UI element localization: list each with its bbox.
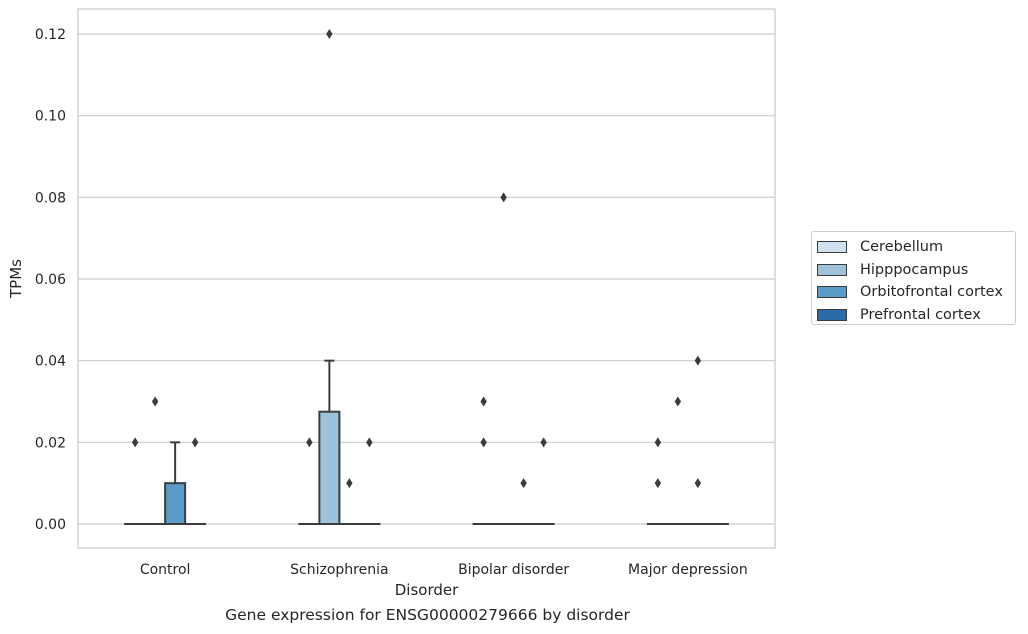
y-tick-labels: 0.00 0.02 0.04 0.06 0.08 0.10 0.12 — [35, 27, 66, 533]
outlier-point — [480, 396, 487, 407]
y-tick-label: 0.00 — [35, 517, 66, 533]
box-group — [358, 437, 381, 526]
x-tick-label: Schizophrenia — [290, 562, 388, 578]
box-group — [666, 396, 689, 526]
x-tick-label: Major depression — [628, 562, 748, 578]
legend-swatch — [817, 263, 847, 276]
legend-label: Prefrontal cortex — [860, 307, 981, 324]
legend-swatch — [817, 286, 847, 299]
outlier-point — [346, 478, 353, 489]
x-tick-labels: Control Schizophrenia Bipolar disorder Majo… — [140, 562, 748, 578]
box-group — [472, 396, 495, 526]
figure-caption: Gene expression for ENSG00000279666 by d… — [225, 606, 630, 624]
legend-item: Orbitofrontal cortex — [817, 281, 1015, 304]
outlier-point — [694, 355, 702, 366]
box-layer — [124, 29, 729, 526]
legend-label: Orbitofrontal cortex — [860, 284, 1003, 301]
legend: Cerebellum Hipppocampus Orbitofrontal co… — [811, 231, 1016, 325]
legend-item: Hipppocampus — [817, 259, 1015, 282]
outlier-point — [131, 437, 139, 448]
box-group — [298, 437, 321, 526]
box-group — [686, 355, 709, 526]
box-body — [164, 482, 187, 525]
box-body — [318, 410, 341, 526]
box-group — [338, 478, 361, 526]
outlier-point — [654, 437, 662, 448]
outlier-point — [306, 437, 313, 448]
y-axis-title: TPMs — [7, 259, 25, 299]
legend-label: Cerebellum — [860, 239, 944, 256]
outlier-point — [500, 192, 507, 203]
y-gridlines — [78, 33, 775, 525]
outlier-point — [480, 437, 487, 448]
plot-frame — [77, 8, 776, 549]
outlier-point — [520, 478, 527, 489]
x-tick-label: Control — [140, 562, 191, 578]
y-tick-label: 0.08 — [35, 190, 66, 206]
y-tick-label: 0.02 — [35, 435, 66, 451]
outlier-point — [694, 478, 702, 489]
box-group — [532, 437, 555, 526]
box-group — [512, 478, 535, 526]
outlier-point — [540, 437, 547, 448]
outlier-point — [326, 29, 333, 39]
legend-swatch — [817, 309, 847, 322]
y-tick-label: 0.04 — [35, 354, 66, 370]
box-group — [646, 437, 669, 526]
y-tick-label: 0.12 — [35, 27, 66, 43]
x-tick-label: Bipolar disorder — [458, 562, 569, 578]
box-group — [492, 192, 515, 526]
x-axis-title: Disorder — [395, 581, 459, 599]
y-tick-label: 0.06 — [35, 272, 66, 288]
outlier-point — [151, 396, 159, 407]
legend-item: Cerebellum — [817, 236, 1015, 259]
outlier-point — [674, 396, 682, 407]
legend-label: Hipppocampus — [860, 261, 969, 278]
box-group — [164, 441, 187, 525]
legend-item: Prefrontal cortex — [817, 304, 1015, 327]
box-group — [144, 396, 167, 526]
box-group — [184, 437, 207, 526]
legend-swatch — [817, 241, 847, 254]
y-tick-label: 0.10 — [35, 109, 66, 125]
box-group — [124, 437, 147, 526]
outlier-point — [654, 478, 662, 489]
outlier-point — [191, 437, 199, 448]
outlier-point — [366, 437, 373, 448]
box-group — [318, 29, 341, 526]
